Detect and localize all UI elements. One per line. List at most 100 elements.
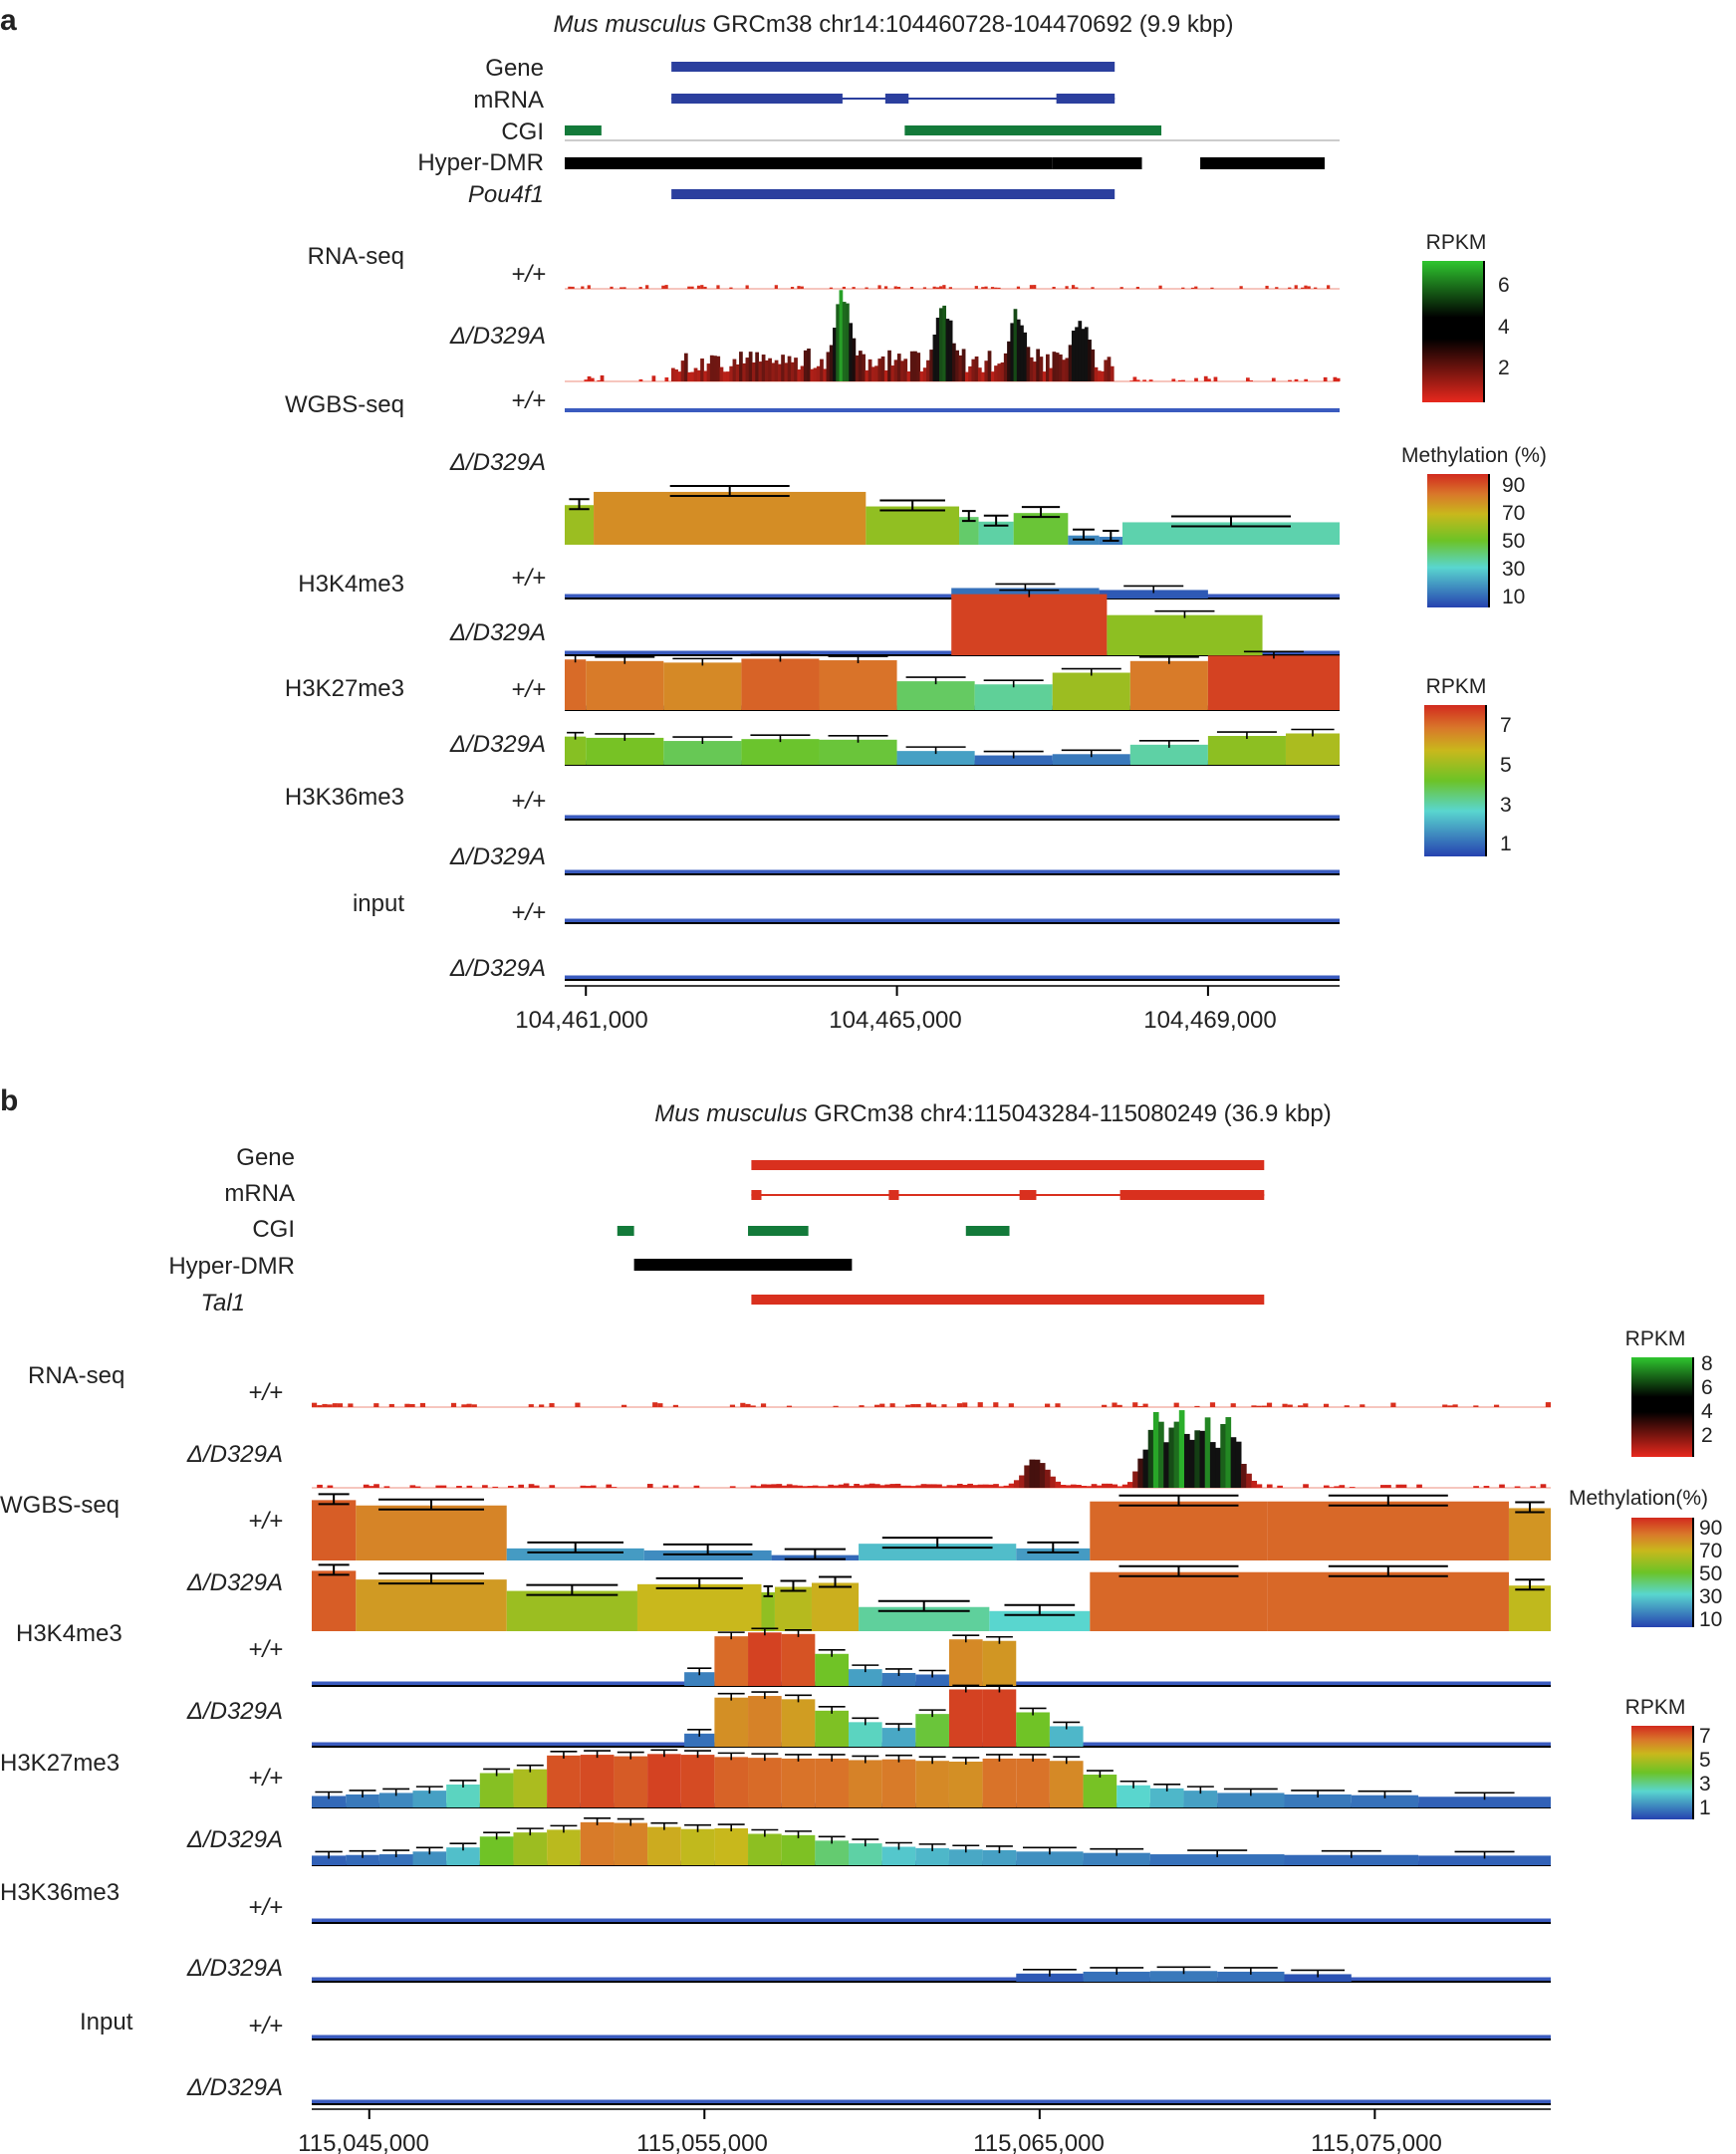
color-scale-rna: RPKM 8 6 4 2 — [1625, 1327, 1713, 1457]
h3k27-wt-error-bar — [1119, 1780, 1147, 1789]
wgbs-mut-bar — [312, 1570, 357, 1631]
scale-tick: 2 — [1498, 357, 1510, 379]
rna-wt-bar — [610, 286, 614, 289]
rna-wt-bar — [1344, 1405, 1350, 1407]
rna-mut-bar — [674, 369, 678, 381]
h3k27-wt-error-bar — [885, 1754, 912, 1763]
h3k27-mut-error-bar — [1216, 731, 1277, 740]
h3k27-wt-bar — [781, 1758, 816, 1807]
wgbs-wt-error-bar — [318, 1493, 350, 1506]
genotype-label: Δ/D329A — [186, 2074, 283, 2101]
h3k27-mut-error-bar — [750, 734, 811, 743]
h3k27-wt-bar — [1083, 1775, 1117, 1807]
scale-tick: 5 — [1699, 1749, 1711, 1772]
rna-wt-bar — [865, 287, 868, 289]
rna-mut-bar — [877, 359, 882, 381]
rna-mut-bar — [1142, 379, 1146, 381]
rna-wt-bar — [925, 1402, 931, 1407]
h3k27-wt-error-bar — [751, 1753, 779, 1762]
scale-tick: 5 — [1500, 754, 1512, 777]
rna-mut-bar — [518, 1484, 525, 1488]
rna-wt-bar — [337, 1403, 344, 1407]
scale-title: RPKM — [1625, 1696, 1686, 1719]
rna-mut-bar — [1036, 349, 1041, 381]
scale-tick: 6 — [1498, 274, 1510, 297]
scale-gradient — [1631, 1518, 1693, 1627]
genotype-label: +/+ — [511, 565, 546, 592]
cgi-bar — [748, 1226, 809, 1236]
rna-mut-bar — [1112, 1484, 1118, 1488]
rna-mut-bar — [1070, 1484, 1077, 1488]
rna-mut-bar — [713, 356, 717, 381]
rna-mut-bar — [1323, 1485, 1330, 1488]
rna-wt-bar — [461, 1404, 467, 1407]
h3k27-mut-bar — [547, 1829, 581, 1865]
rna-mut-bar — [760, 1484, 767, 1488]
h3k27-wt-bar — [881, 1759, 916, 1807]
rna-mut-bar — [855, 355, 860, 381]
h3k4-wt-bar — [848, 1669, 882, 1686]
rna-mut-bar — [1207, 378, 1211, 381]
h3k27-mut-error-bar — [415, 1846, 443, 1855]
rna-mut-bar — [1171, 378, 1176, 381]
h3k36-mut-bar — [1149, 1971, 1218, 1982]
rna-mut-bar — [823, 368, 828, 381]
h3k27-wt-error-bar — [785, 1754, 812, 1762]
h3k27-mut-error-bar — [717, 1823, 745, 1832]
rna-mut-bar — [870, 366, 875, 381]
h3k27-mut-error-bar — [650, 1821, 678, 1830]
rna-wt-bar — [1307, 286, 1311, 289]
rna-mut-bar — [1137, 1458, 1144, 1488]
rna-mut-bar — [1168, 1427, 1175, 1488]
h3k27-wt-error-bar — [717, 1752, 745, 1761]
rna-mut-bar — [868, 359, 872, 381]
scale-tick: 1 — [1699, 1796, 1711, 1819]
panel-b-label: b — [0, 1084, 18, 1117]
rna-mut-bar — [961, 349, 966, 381]
rna-mut-bar — [987, 351, 992, 381]
rna-mut-bar — [1121, 1484, 1128, 1488]
h3k4-mut-bar — [948, 1689, 983, 1747]
h3k4-mut-bar — [815, 1710, 849, 1747]
h3k27-mut-error-bar — [1291, 728, 1335, 737]
group-label-rna-seq: RNA-seq — [308, 243, 404, 270]
scale-tick: 10 — [1502, 586, 1525, 608]
rna-mut-bar — [982, 1484, 989, 1488]
rna-mut-bar — [1029, 1459, 1036, 1488]
h3k4-mut-bar — [748, 1696, 782, 1747]
h3k27-wt-error-bar — [1153, 1784, 1181, 1792]
rna-mut-bar — [651, 375, 656, 381]
h3k27-mut-bar — [479, 1836, 514, 1865]
rna-wt-bar — [790, 287, 795, 289]
scale-tick: 4 — [1498, 316, 1510, 339]
rna-mut-bar — [1249, 380, 1253, 381]
rna-wt-bar — [466, 1403, 472, 1407]
h3k27-mut-error-bar — [785, 1830, 812, 1838]
rna-wt-bar — [760, 1403, 767, 1407]
rna-mut-bar — [899, 1485, 906, 1488]
h3k27-mut-bar — [848, 1843, 882, 1865]
panel-a-label: a — [0, 4, 17, 37]
rna-mut-bar — [846, 303, 850, 381]
h3k36-mut-error-bar — [1291, 1969, 1346, 1978]
annotation-label-mrna: mRNA — [224, 1180, 295, 1207]
rna-mut-bar — [735, 363, 740, 381]
h3k36-mut-error-bar — [1090, 1967, 1144, 1975]
h3k27-wt-bar — [1217, 1793, 1285, 1807]
h3k27-wt-bar — [1284, 1794, 1352, 1807]
rna-mut-bar — [910, 1486, 916, 1488]
rna-mut-bar — [1514, 1486, 1521, 1488]
rna-mut-bar — [1147, 1429, 1154, 1488]
h3k27-wt-bar — [614, 1756, 648, 1807]
rna-wt-bar — [621, 1404, 627, 1407]
rna-mut-bar — [1039, 357, 1044, 381]
h3k4-wt-error-bar — [918, 1669, 946, 1678]
rna-wt-bar — [696, 285, 701, 289]
scale-tick: 4 — [1701, 1400, 1713, 1423]
rna-mut-bar — [758, 361, 763, 381]
h3k27-wt-error-bar — [382, 1788, 410, 1796]
h3k27-mut-bar — [378, 1854, 413, 1865]
h3k4-wt-bar — [815, 1653, 849, 1686]
h3k36-mut-bar — [1016, 1973, 1084, 1982]
rna-mut-bar — [672, 1485, 679, 1488]
